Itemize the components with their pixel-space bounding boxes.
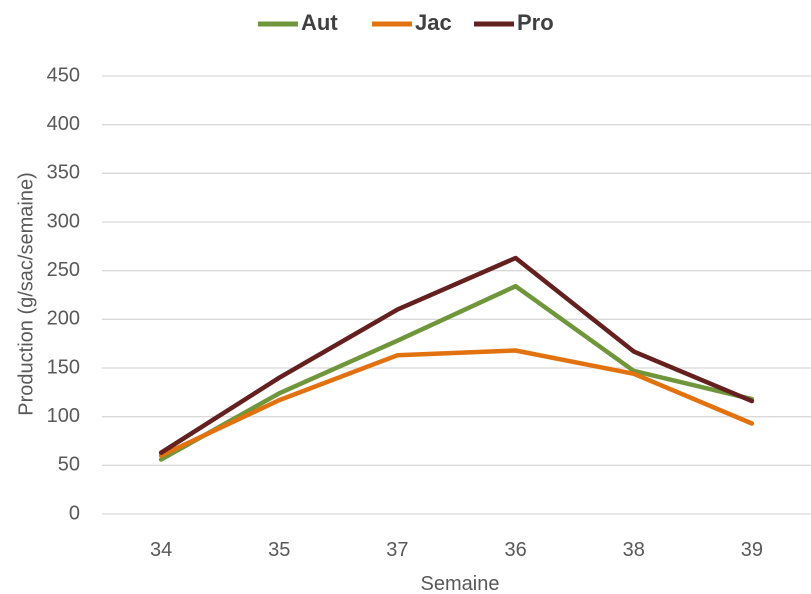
x-tick-label: 38 — [623, 539, 645, 561]
y-tick-label: 0 — [69, 502, 80, 524]
y-tick-label: 400 — [47, 113, 80, 135]
series-line-jac — [158, 348, 755, 458]
y-tick-label: 250 — [47, 259, 80, 281]
y-axis-title: Production (g/sac/semaine) — [15, 172, 37, 415]
y-axis: 0 50 100 150 200 250 300 350 400 450 — [47, 64, 80, 524]
y-tick-label: 200 — [47, 308, 80, 330]
y-tick-label: 450 — [47, 64, 80, 86]
legend: Aut Jac Pro — [258, 10, 554, 35]
legend-label-jac: Jac — [415, 10, 452, 35]
x-tick-label: 39 — [741, 539, 763, 561]
x-tick-label: 36 — [504, 539, 526, 561]
x-tick-label: 37 — [386, 539, 408, 561]
y-tick-label: 300 — [47, 210, 80, 232]
series-lines — [158, 255, 755, 462]
y-tick-label: 350 — [47, 162, 80, 184]
x-tick-label: 35 — [268, 539, 290, 561]
x-axis: 34 35 37 36 38 39 — [150, 539, 763, 561]
x-axis-title: Semaine — [421, 573, 500, 594]
y-tick-label: 100 — [47, 405, 80, 427]
series-line-pro — [158, 255, 755, 455]
x-tick-label: 34 — [150, 539, 172, 561]
y-tick-label: 150 — [47, 356, 80, 378]
legend-label-pro: Pro — [517, 10, 554, 35]
gridlines — [102, 75, 811, 515]
series-line-aut — [158, 283, 755, 462]
y-tick-label: 50 — [58, 454, 80, 476]
legend-label-aut: Aut — [301, 10, 338, 35]
